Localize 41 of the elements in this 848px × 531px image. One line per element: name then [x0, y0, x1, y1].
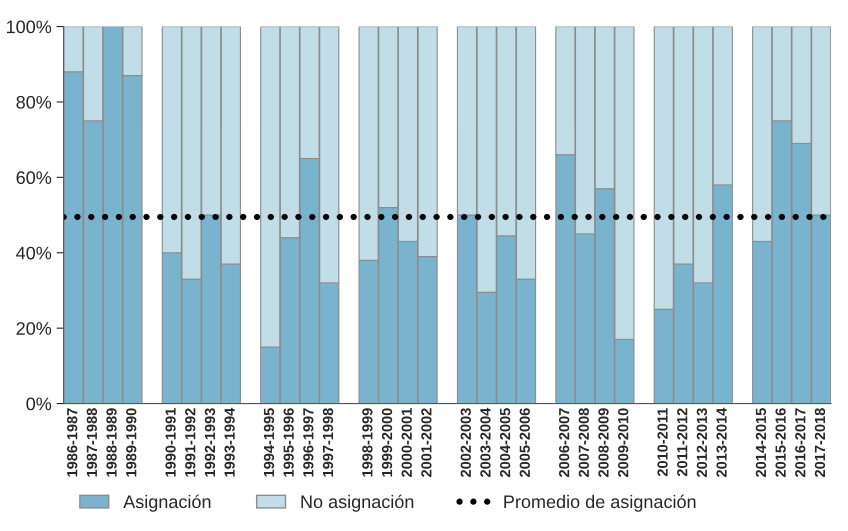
x-tick-label: 1998-1999: [362, 408, 373, 477]
x-tick-label: 2009-2010: [618, 408, 628, 477]
y-tick-label: 100%: [6, 20, 52, 34]
x-tick-label: 1997-1998: [322, 408, 334, 477]
x-tick-label: 2006-2007: [558, 408, 570, 477]
x-tick-label: 1986-1987: [67, 408, 78, 477]
x-tick-label: 1988-1989: [106, 408, 117, 477]
y-tick-label: 20%: [16, 322, 52, 335]
x-tick-label: 2005-2006: [520, 408, 530, 477]
y-tick-label: 40%: [16, 246, 52, 260]
x-tick-label: 2017-2018: [814, 408, 826, 477]
x-tick-label: 2013-2014: [716, 408, 727, 477]
x-tick-label: 2011-2012: [677, 408, 688, 476]
x-tick-label: 2001-2002: [421, 408, 432, 477]
x-tick-label: 2000-2001: [402, 408, 412, 477]
x-tick-label: 1999-2000: [382, 408, 392, 477]
x-tick-label: 2008-2009: [598, 408, 609, 477]
x-tick-label: 1996-1997: [303, 408, 314, 477]
y-tick-label: 80%: [16, 96, 52, 109]
x-tick-label: 1989-1990: [126, 408, 136, 477]
x-tick-label: 1991-1992: [185, 408, 196, 477]
x-tick-label: 2003-2004: [480, 408, 491, 477]
legend-label: Asignación: [123, 494, 210, 512]
x-tick-label: 1987-1988: [86, 408, 98, 477]
x-tick-label: 1995-1996: [283, 408, 294, 477]
x-tick-label: 2007-2008: [578, 408, 589, 477]
x-tick-label: 1993-1994: [224, 408, 235, 477]
y-tick-label: 0%: [26, 397, 52, 410]
x-tick-label: 2015-2016: [775, 408, 786, 477]
legend-label: Promedio de asignación: [504, 494, 696, 512]
x-tick-label: 2010-2011: [657, 408, 668, 476]
x-tick-label: 2002-2003: [460, 408, 471, 477]
x-tick-label: 1994-1995: [264, 408, 274, 477]
x-tick-label: 2012-2013: [696, 408, 708, 477]
x-tick-label: 1990-1991: [165, 408, 176, 477]
x-tick-label: 2004-2005: [500, 408, 510, 477]
y-tick-label: 60%: [16, 171, 52, 184]
x-tick-label: 2014-2015: [756, 408, 766, 477]
x-tick-label: 1992-1993: [204, 408, 216, 477]
legend-label: No asignación: [301, 494, 414, 512]
x-tick-label: 2016-2017: [795, 408, 806, 477]
